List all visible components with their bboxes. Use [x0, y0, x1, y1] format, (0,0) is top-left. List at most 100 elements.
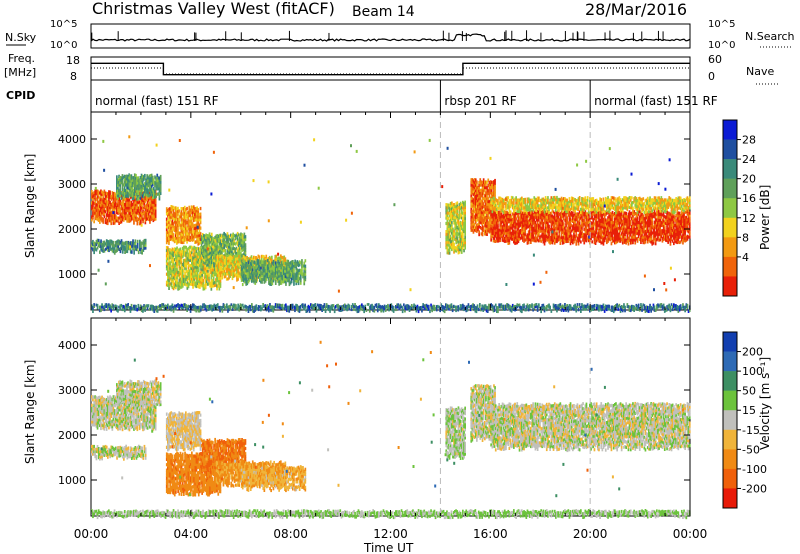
scatter-cell	[154, 211, 157, 216]
scatter-cell	[182, 207, 185, 211]
scatter-cell	[128, 206, 131, 210]
scatter-cell	[168, 270, 170, 274]
scatter-cell	[108, 208, 110, 212]
scatter-cell	[153, 209, 156, 213]
scatter-cell	[114, 206, 117, 210]
scatter-cell	[137, 206, 140, 210]
scatter-cell	[170, 223, 173, 227]
scatter-cell	[243, 246, 246, 250]
scatter-cell	[186, 220, 188, 225]
scatter-cell	[142, 217, 144, 221]
scatter-cell	[216, 239, 219, 243]
scatter-cell	[219, 282, 222, 286]
scatter-cell	[112, 197, 115, 201]
scatter-cell	[195, 260, 198, 264]
scatter-cell	[235, 265, 237, 269]
scatter-cell	[180, 261, 183, 265]
scatter-cell	[181, 212, 184, 216]
scatter-cell	[145, 198, 148, 202]
scatter-cell	[196, 271, 199, 275]
scatter-cell	[154, 189, 156, 193]
scatter-cell	[181, 222, 184, 226]
scatter-cell	[216, 273, 219, 277]
scatter-cell	[168, 272, 170, 277]
scatter-cell	[178, 286, 181, 291]
scatter-cell	[179, 231, 182, 236]
scatter-cell	[239, 258, 242, 262]
scatter-cell	[171, 261, 174, 265]
scatter-cell	[176, 233, 178, 237]
scatter-cell	[102, 194, 105, 198]
scatter-cell	[194, 265, 197, 269]
scatter-cell	[141, 174, 144, 179]
scatter-cell	[193, 245, 195, 249]
scatter-cell	[176, 231, 178, 235]
scatter-cell	[231, 262, 234, 266]
scatter-cell	[97, 244, 100, 248]
scatter-cell	[127, 180, 129, 184]
scatter-cell	[171, 235, 174, 239]
scatter-cell	[199, 212, 202, 216]
scatter-cell	[177, 209, 179, 213]
scatter-cell	[170, 273, 173, 277]
scatter-cell	[197, 216, 200, 220]
scatter-cell	[197, 249, 200, 254]
scatter-cell	[198, 225, 201, 229]
scatter-cell	[464, 200, 466, 204]
scatter-cell	[113, 202, 116, 206]
scatter-cell	[150, 179, 153, 183]
scatter-cell	[102, 191, 105, 195]
scatter-cell	[165, 230, 168, 234]
scatter-cell	[121, 195, 124, 199]
scatter-cell	[104, 196, 107, 200]
scatter-cell	[188, 274, 191, 278]
scatter-cell	[119, 220, 122, 224]
scatter-cell	[116, 219, 118, 223]
scatter-cell	[144, 215, 147, 219]
scatter-cell	[101, 243, 103, 247]
scatter-cell	[174, 236, 177, 240]
scatter-cell	[214, 254, 216, 258]
scatter-cell	[182, 218, 185, 222]
scatter-cell	[227, 237, 230, 241]
scatter-cell	[178, 253, 181, 258]
scatter-cell	[172, 205, 175, 209]
scatter-cell	[168, 253, 170, 257]
scatter-cell	[176, 212, 178, 216]
scatter-cell	[157, 176, 160, 180]
scatter-cell	[136, 194, 138, 198]
scatter-cell	[191, 259, 193, 263]
scatter-cell	[125, 240, 127, 245]
nave-trace	[91, 67, 690, 75]
scatter-cell	[222, 255, 225, 259]
scatter-cell	[114, 203, 117, 207]
scatter-cell	[108, 218, 110, 222]
scatter-cell	[199, 237, 202, 241]
scatter-cell	[144, 213, 147, 217]
freq-tick-low: 8	[70, 70, 77, 83]
scatter-cell	[230, 238, 232, 242]
scatter-cell	[92, 248, 94, 252]
scatter-cell	[154, 181, 156, 185]
scatter-cell	[223, 261, 226, 265]
scatter-cell	[108, 246, 110, 250]
scatter-cell	[182, 237, 185, 242]
scatter-cell	[188, 227, 191, 231]
scatter-cell	[142, 209, 144, 213]
scatter-cell	[171, 255, 174, 259]
scatter-cell	[102, 210, 105, 214]
scatter-cell	[190, 218, 193, 223]
scatter-cell	[172, 233, 175, 237]
scatter-cell	[189, 274, 192, 278]
scatter-cell	[269, 262, 272, 266]
scatter-cell	[195, 263, 198, 267]
scatter-cell	[242, 239, 245, 243]
scatter-cell	[185, 269, 187, 273]
scatter-cell	[172, 284, 175, 288]
site-title: Christmas Valley West (fitACF)	[92, 0, 335, 18]
scatter-cell	[244, 251, 247, 255]
scatter-cell	[233, 249, 236, 253]
scatter-cell	[188, 272, 191, 276]
scatter-cell	[120, 204, 123, 208]
scatter-cell	[187, 282, 190, 286]
